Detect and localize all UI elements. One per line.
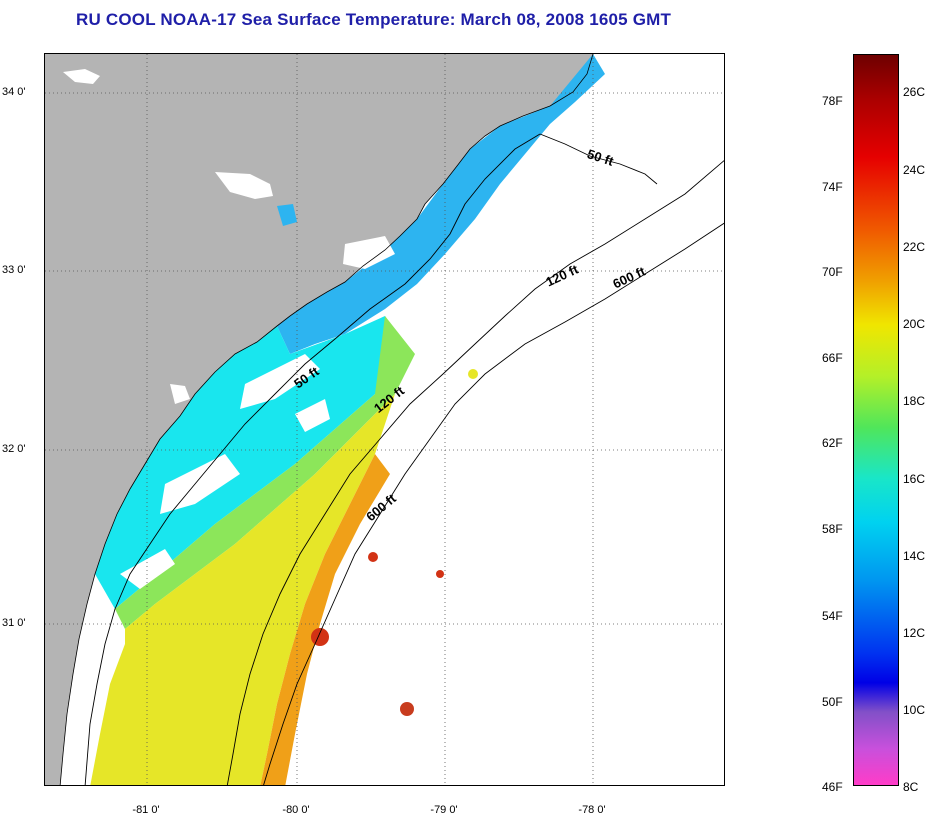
colorbar-c-label: 20C — [903, 317, 926, 331]
colorbar-f-label: 58F — [822, 522, 843, 536]
lat-label: 32 0' — [2, 443, 26, 455]
lon-label: -78 0' — [578, 804, 606, 816]
colorbar-f-label: 50F — [822, 695, 843, 709]
sst-warm-patch — [368, 552, 378, 562]
sst-orange-band — [260, 454, 390, 785]
colorbar-c-label: 14C — [903, 549, 926, 563]
inland-lake — [63, 69, 100, 84]
depth-contour-120ft — [226, 160, 724, 785]
lat-label: 31 0' — [2, 617, 26, 629]
sst-warm-patch — [468, 369, 478, 379]
cloud-patch — [295, 399, 330, 432]
sst-cyan-band — [95, 316, 410, 609]
colorbar-f-label: 46F — [822, 780, 843, 794]
colorbar-f-label: 70F — [822, 265, 843, 279]
inland-lake — [215, 172, 273, 199]
graticule — [45, 54, 724, 785]
colorbar-c-label: 16C — [903, 472, 926, 486]
inland-lake — [277, 204, 297, 226]
lon-label: -79 0' — [430, 804, 458, 816]
sst-blue-band — [277, 54, 605, 354]
cloud-patch — [240, 354, 320, 409]
cloud-patch — [160, 454, 240, 514]
colorbar-c-label: 10C — [903, 703, 926, 717]
sst-map-canvas — [45, 54, 724, 785]
color-scale-bar — [853, 54, 899, 786]
lat-label: 34 0' — [2, 86, 26, 98]
colorbar-c-label: 18C — [903, 394, 926, 408]
inland-lake — [170, 384, 190, 404]
colorbar-c-label: 24C — [903, 163, 926, 177]
land-mass — [45, 54, 593, 785]
cloud-patch — [120, 549, 175, 589]
sst-warm-patch — [436, 570, 444, 578]
colorbar-c-label: 22C — [903, 240, 926, 254]
lon-label: -80 0' — [282, 804, 310, 816]
lon-label: -81 0' — [132, 804, 160, 816]
sst-green-band — [115, 316, 415, 629]
colorbar-c-label: 26C — [903, 85, 926, 99]
sst-map — [44, 53, 725, 786]
colorbar-f-label: 54F — [822, 609, 843, 623]
cloud-patch — [343, 236, 395, 269]
colorbar-f-label: 62F — [822, 436, 843, 450]
sst-warm-patch — [400, 702, 414, 716]
colorbar-f-label: 66F — [822, 351, 843, 365]
colorbar-c-label: 8C — [903, 780, 919, 794]
depth-contour-600ft — [263, 222, 724, 785]
sst-yellow-band — [90, 394, 395, 785]
map-title: RU COOL NOAA-17 Sea Surface Temperature:… — [76, 10, 672, 29]
colorbar-f-label: 74F — [822, 180, 843, 194]
colorbar-c-label: 12C — [903, 626, 926, 640]
colorbar-f-label: 78F — [822, 94, 843, 108]
lat-label: 33 0' — [2, 264, 26, 276]
sst-warm-patch — [311, 628, 329, 646]
coastline — [59, 54, 594, 785]
depth-contour-50ft — [84, 133, 658, 785]
